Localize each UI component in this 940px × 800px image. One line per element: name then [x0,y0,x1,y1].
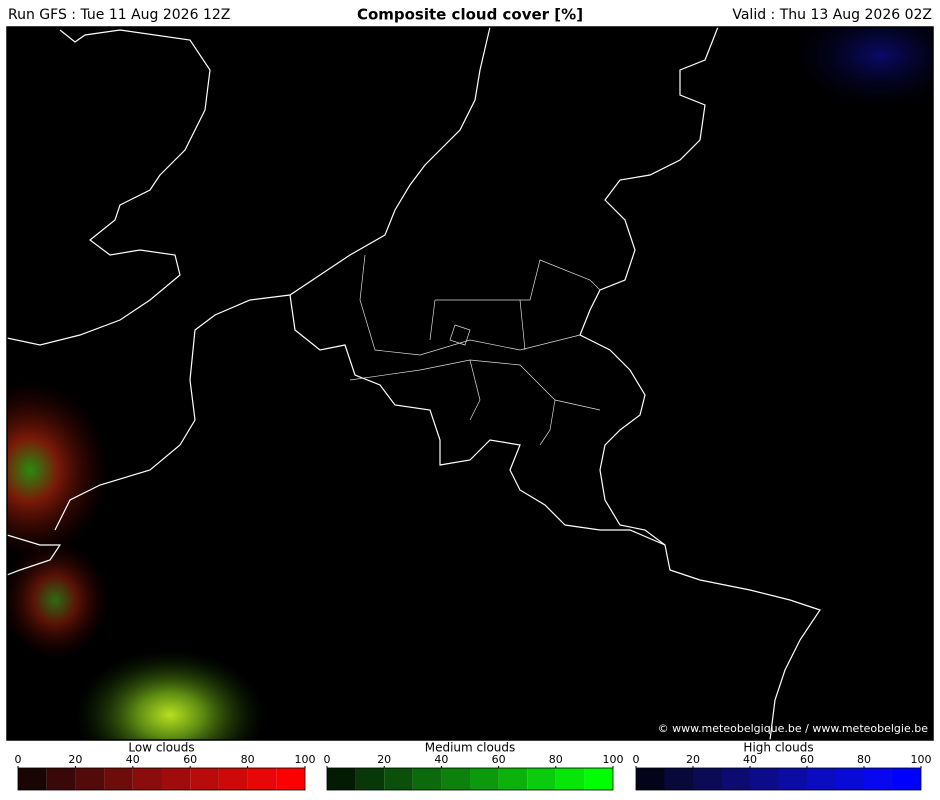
coastline [7,534,62,576]
tick-label: 40 [434,753,448,766]
colorbar-label: Medium clouds [425,741,516,755]
color-swatch [46,768,76,790]
color-swatch [636,768,665,790]
color-swatch [132,768,162,790]
tick-label: 40 [126,753,140,766]
run-label: Run GFS : Tue 11 Aug 2026 12Z [8,7,230,23]
color-swatch [470,768,499,790]
tick-label: 0 [15,753,22,766]
color-swatch [693,768,722,790]
color-swatch [327,768,356,790]
cloud-area [790,27,933,110]
color-swatch [750,768,779,790]
tick-label: 20 [686,753,700,766]
tick-label: 0 [324,753,331,766]
color-swatch [190,768,219,790]
map-title: Composite cloud cover [%] [357,6,583,24]
tick-label: 80 [241,753,255,766]
tick-label: 60 [800,753,814,766]
map-frame [6,26,934,741]
color-swatch [218,768,248,790]
tick-label: 100 [603,753,624,766]
color-swatch [835,768,864,790]
tick-label: 20 [68,753,82,766]
cloud-area [7,540,110,660]
tick-label: 100 [911,753,932,766]
color-swatch [75,768,105,790]
colorbar-label: High clouds [743,741,813,755]
color-swatch [527,768,556,790]
color-swatch [104,768,133,790]
color-swatch [161,768,191,790]
color-swatch [355,768,385,790]
colorbar-frame [326,767,614,791]
color-swatch [664,768,693,790]
colorbar-frame [17,767,306,791]
valid-label: Valid : Thu 13 Aug 2026 02Z [732,7,932,23]
tick-label: 100 [295,753,316,766]
color-swatch [864,768,893,790]
color-swatch [807,768,836,790]
color-swatch [555,768,585,790]
coastline [7,29,211,346]
color-swatch [778,768,807,790]
color-swatch [892,768,921,790]
border [579,27,821,740]
tick-label: 80 [549,753,563,766]
tick-label: 60 [492,753,506,766]
color-swatch [412,768,442,790]
color-swatch [247,768,277,790]
color-swatch [441,768,470,790]
color-swatch [384,768,413,790]
cloud-area [75,650,265,740]
color-swatch [276,768,305,790]
province-border [349,254,601,446]
coastline [54,27,491,531]
map-background [7,27,933,740]
color-swatch [721,768,750,790]
tick-label: 40 [743,753,757,766]
color-swatch [584,768,613,790]
map: © www.meteobelgique.be / www.meteobelgie… [7,27,933,740]
tick-label: 0 [633,753,640,766]
color-swatch [18,768,47,790]
cloud-area [7,380,110,560]
credit: © www.meteobelgique.be / www.meteobelgie… [658,722,929,735]
tick-label: 20 [377,753,391,766]
border [289,294,666,546]
colorbar-frame [635,767,922,791]
tick-label: 60 [183,753,197,766]
colorbar-label: Low clouds [128,741,194,755]
tick-label: 80 [857,753,871,766]
color-swatch [498,768,528,790]
